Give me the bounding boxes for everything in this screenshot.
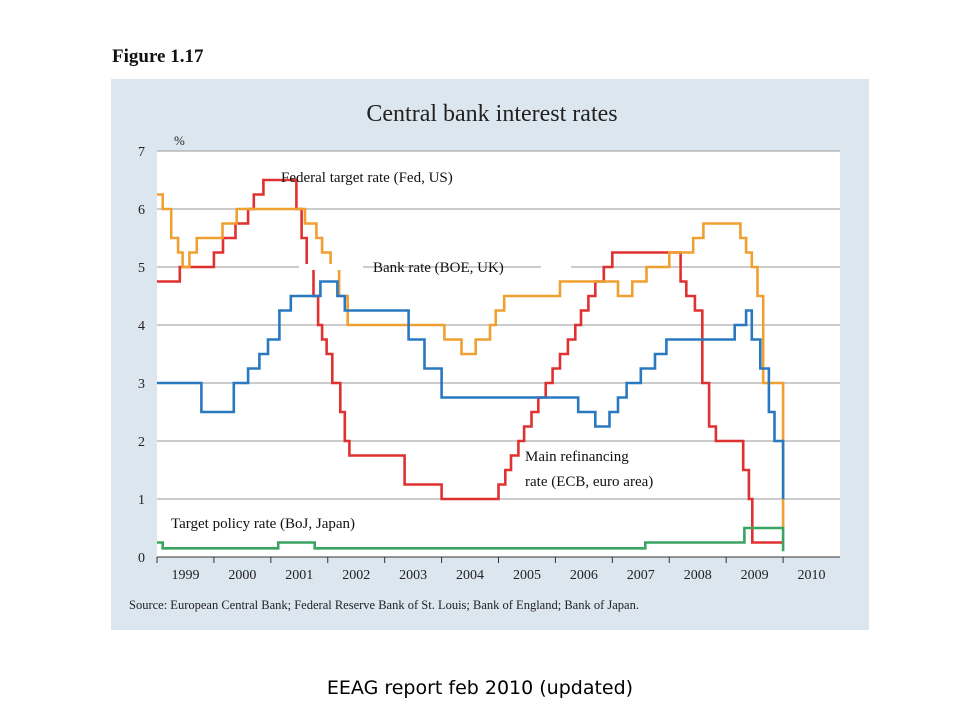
- series-line-boj: [157, 526, 785, 552]
- x-tick-label: 2008: [684, 568, 712, 583]
- series-line-ecb: [157, 280, 785, 499]
- slide-caption: EEAG report feb 2010 (updated): [326, 677, 634, 699]
- x-tick-label: 2000: [228, 568, 256, 583]
- annotation-boj: Target policy rate (BoJ, Japan): [171, 516, 355, 532]
- y-tick-label: 4: [138, 319, 145, 334]
- series-lines: [157, 178, 785, 552]
- x-tick-label: 2006: [570, 568, 598, 583]
- y-tick-label: 0: [138, 551, 145, 566]
- figure-label: Figure 1.17: [112, 46, 204, 67]
- annotation-ecb-line1: Main refinancing: [525, 449, 629, 465]
- interest-rate-chart: Central bank interest rates % 0 1 2 3 4 5 6 7 1…: [111, 79, 869, 630]
- y-tick-label: 7: [138, 145, 145, 160]
- y-tick-label: 5: [138, 261, 145, 276]
- x-tick-label: 2004: [456, 568, 484, 583]
- series-annotations: Federal target rate (Fed, US) Main refin…: [171, 170, 653, 532]
- x-tick-label: 2002: [342, 568, 370, 583]
- gridlines: [157, 150, 840, 558]
- annotation-ecb-line2: rate (ECB, euro area): [525, 474, 653, 490]
- x-tick-label: 2009: [741, 568, 769, 583]
- x-tick-label: 2005: [513, 568, 541, 583]
- y-axis-unit-label: %: [174, 133, 185, 148]
- x-tick-label: 2007: [627, 568, 655, 583]
- y-tick-label: 6: [138, 203, 145, 218]
- source-note: Source: European Central Bank; Federal R…: [129, 598, 639, 612]
- x-tick-label: 1999: [171, 568, 199, 583]
- chart-title: Central bank interest rates: [366, 101, 617, 127]
- x-axis-ticks: 1999 2000 2001 2002 2003 2004 2005 2006 2007 2008…: [156, 556, 840, 583]
- annotation-boe: Bank rate (BOE, UK): [373, 260, 504, 276]
- y-tick-label: 2: [138, 435, 145, 450]
- chart-panel: Central bank interest rates % 0 1 2 3 4 5 6 7 1…: [111, 79, 869, 630]
- annotation-fed: Federal target rate (Fed, US): [281, 170, 453, 186]
- y-axis-ticks: 0 1 2 3 4 5 6 7: [138, 145, 145, 566]
- y-tick-label: 3: [138, 377, 145, 392]
- x-tick-label: 2003: [399, 568, 427, 583]
- y-tick-label: 1: [138, 493, 145, 508]
- x-tick-label: 2001: [285, 568, 313, 583]
- series-line-fed: [157, 178, 784, 544]
- x-tick-label: 2010: [798, 568, 826, 583]
- series-line-boe: [157, 193, 785, 528]
